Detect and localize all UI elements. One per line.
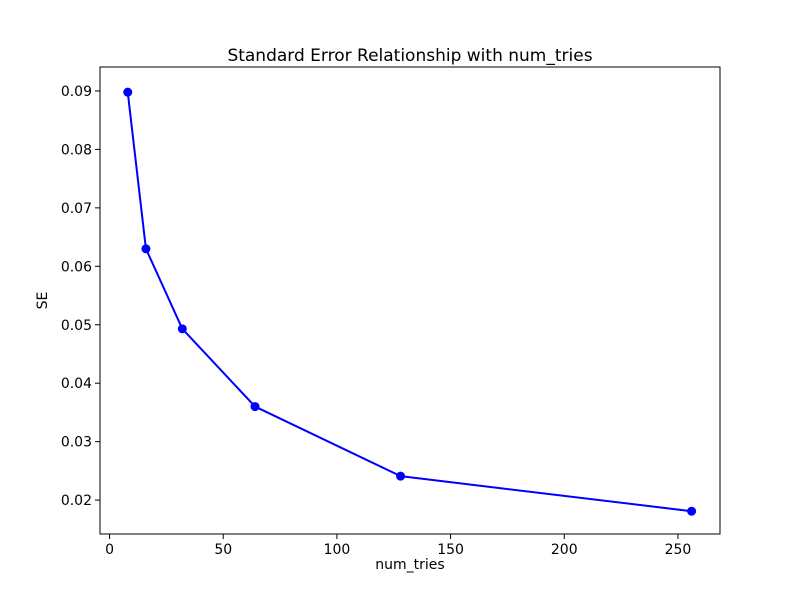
data-point <box>177 324 187 334</box>
y-tick-label: 0.09 <box>61 84 92 100</box>
data-point <box>141 244 151 254</box>
x-tick-label: 100 <box>324 542 351 558</box>
y-tick-label: 0.05 <box>61 318 92 334</box>
y-axis-label: SE <box>35 292 51 310</box>
data-point <box>396 471 406 481</box>
x-tick-label: 250 <box>665 542 692 558</box>
y-tick-label: 0.08 <box>61 142 92 158</box>
y-tick-label: 0.03 <box>61 435 92 451</box>
data-series <box>123 87 697 516</box>
y-tick-label: 0.06 <box>61 259 92 275</box>
y-tick-label: 0.02 <box>61 493 92 509</box>
data-point <box>687 506 697 516</box>
chart-title: Standard Error Relationship with num_tri… <box>227 46 592 66</box>
x-axis-label: num_tries <box>375 557 444 573</box>
x-tick-label: 200 <box>551 542 578 558</box>
series-line <box>126 91 693 513</box>
y-tick-label: 0.07 <box>61 201 92 217</box>
data-point <box>250 402 260 412</box>
x-tick-label: 50 <box>214 542 232 558</box>
plot-area-frame <box>99 66 721 535</box>
axis-ticks: 0 50 100 150 200 250 0.02 0.03 0.04 0.05 0.06 0.07 0… <box>61 84 691 558</box>
y-tick-label: 0.04 <box>61 376 92 392</box>
x-tick-label: 0 <box>105 542 114 558</box>
data-point <box>123 87 133 97</box>
x-tick-label: 150 <box>437 542 464 558</box>
